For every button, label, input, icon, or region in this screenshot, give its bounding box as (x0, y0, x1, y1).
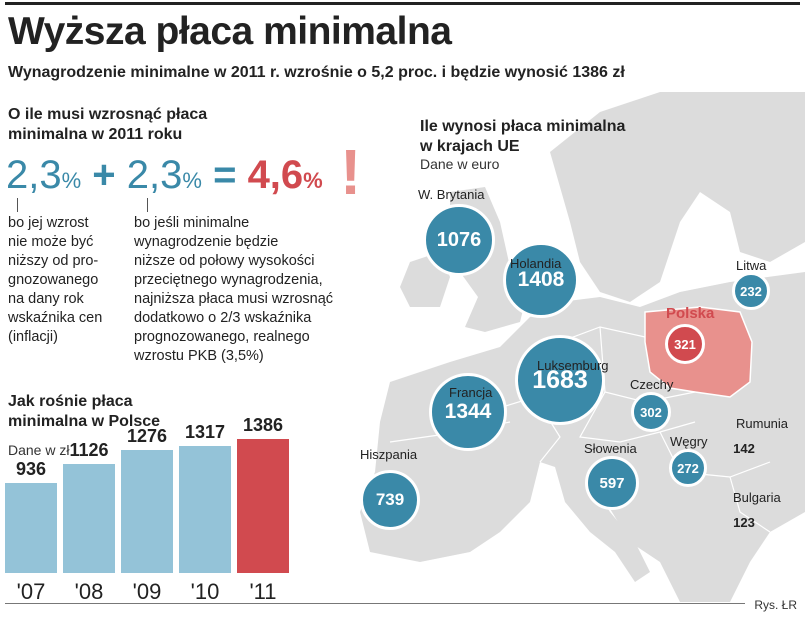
country-label-holandia: Holandia (510, 256, 562, 271)
country-label-bulgaria: Bulgaria (733, 490, 781, 505)
country-label-luksemburg: Luksemburg (537, 358, 609, 373)
country-label-hiszpania: Hiszpania (360, 447, 418, 462)
bubble-czechy: 302 (631, 392, 671, 432)
bubble-rumunia: 142 (733, 440, 755, 456)
exclamation-mark: ! (340, 136, 362, 208)
bubble-luksemburg: 1683 (515, 335, 605, 425)
part2-percent: % (182, 168, 202, 193)
note-gdp: bo jeśli minimalne wynagrodzenie będzie … (134, 215, 334, 364)
country-label-polska: Polska (666, 305, 715, 322)
bars-unit: Dane w zł (8, 442, 70, 458)
bubble-wbrytania: 1076 (423, 204, 495, 276)
country-label-wgry: Węgry (670, 434, 708, 449)
country-label-sowenia: Słowenia (584, 441, 637, 456)
country-label-litwa: Litwa (736, 258, 767, 273)
increase-equation: 2,3% + 2,3% = 4,6% (6, 153, 323, 203)
increase-heading: O ile musi wzrosnąć płaca minimalna w 20… (8, 106, 208, 143)
country-label-czechy: Czechy (630, 377, 674, 392)
bubble-wgry: 272 (669, 449, 707, 487)
bubble-holandia: 1408 (503, 242, 579, 318)
part2-value: 2,3 (126, 153, 183, 197)
result-value: 4,6 (247, 153, 304, 197)
country-label-francja: Francja (449, 385, 493, 400)
result-percent: % (303, 168, 323, 193)
bubble-litwa: 232 (732, 272, 770, 310)
bar-09 (121, 450, 173, 573)
part1-percent: % (61, 168, 82, 193)
map-unit: Dane w euro (420, 156, 500, 172)
note-inflation: bo jej wzrost nie może być niższy od pro… (8, 215, 103, 345)
bars-heading: Jak rośnie płaca minimalna w Polsce (8, 393, 161, 430)
bubble-bulgaria: 123 (733, 514, 755, 530)
plus-sign: + (92, 153, 116, 197)
map-italy (555, 467, 650, 582)
bar-value-label: 936 (15, 459, 47, 479)
bar-tick-label: '10 (190, 579, 220, 604)
bar-11 (237, 439, 289, 573)
map-scandinavia (550, 92, 805, 302)
note1-pointer (17, 198, 18, 212)
bar-value-label: 1317 (184, 422, 226, 442)
bar-08 (63, 464, 115, 573)
bar-value-label: 1386 (242, 415, 284, 435)
bar-value-label: 1126 (69, 440, 109, 460)
note2-pointer (147, 198, 148, 212)
bubble-sowenia: 597 (585, 456, 639, 510)
map-heading: Ile wynosi płaca minimalna w krajach UE (420, 118, 626, 155)
bar-10 (179, 446, 231, 573)
bar-tick-label: '08 (74, 579, 104, 604)
bubble-hiszpania: 739 (360, 470, 420, 530)
page-title: Wyższa płaca minimalna (8, 10, 452, 53)
bubble-francja: 1344 (429, 373, 507, 451)
country-label-rumunia: Rumunia (736, 416, 789, 431)
bar-tick-label: '09 (132, 579, 162, 604)
top-rule (5, 2, 800, 5)
page-subtitle: Wynagrodzenie minimalne w 2011 r. wzrośn… (8, 64, 625, 81)
country-label-wbrytania: W. Brytania (418, 187, 485, 202)
bar-07 (5, 483, 57, 573)
bar-value-label: 1276 (126, 426, 168, 446)
equals-sign: = (213, 153, 237, 197)
bar-tick-label: '07 (16, 579, 46, 604)
bottom-rule (5, 603, 745, 604)
credit: Rys. ŁR (754, 598, 797, 612)
bar-tick-label: '11 (249, 579, 277, 604)
part1-value: 2,3 (6, 153, 62, 197)
bubble-polska: 321 (665, 324, 705, 364)
